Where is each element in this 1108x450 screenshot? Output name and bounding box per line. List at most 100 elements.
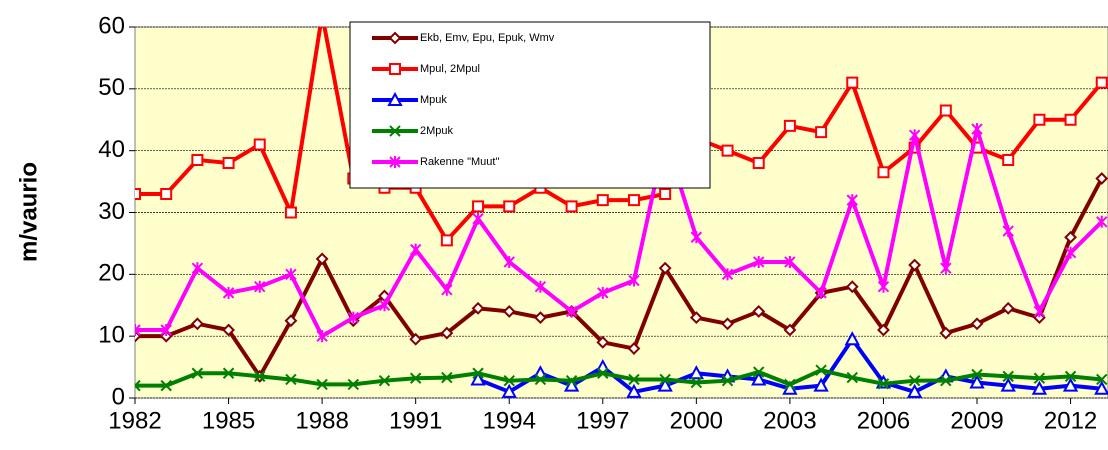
marker	[387, 91, 403, 106]
marker	[254, 280, 266, 293]
marker	[378, 374, 391, 387]
marker	[971, 123, 983, 136]
marker	[472, 212, 484, 225]
marker	[534, 280, 547, 293]
marker	[160, 379, 172, 392]
marker	[689, 311, 703, 325]
marker	[688, 365, 705, 380]
marker	[783, 119, 796, 132]
marker	[253, 138, 266, 151]
marker	[316, 330, 328, 343]
legend-label: Rakenne "Muut"	[420, 156, 499, 168]
marker	[940, 262, 952, 275]
x-tick-label: 1985	[202, 407, 255, 434]
marker	[752, 305, 766, 318]
marker	[1002, 225, 1014, 238]
marker	[970, 317, 984, 331]
marker	[191, 367, 204, 379]
marker	[721, 374, 734, 387]
marker	[440, 234, 453, 247]
x-tick-label: 2012	[1044, 407, 1097, 434]
marker	[1031, 380, 1048, 395]
y-tick-label: 40	[98, 136, 125, 163]
marker	[815, 286, 827, 299]
x-tick-label: 2000	[670, 407, 723, 434]
marker	[1001, 301, 1015, 315]
marker	[503, 255, 515, 268]
marker	[565, 200, 578, 213]
marker	[470, 371, 486, 386]
marker	[222, 367, 235, 379]
marker	[845, 280, 859, 294]
marker	[784, 378, 796, 391]
marker	[877, 323, 890, 337]
marker	[597, 286, 609, 299]
marker	[751, 371, 767, 386]
x-tick-label: 2009	[950, 407, 1003, 434]
marker	[135, 379, 141, 392]
marker	[440, 326, 454, 340]
marker	[1002, 370, 1014, 383]
legend-label: Mpuk	[420, 94, 447, 106]
marker	[940, 374, 952, 387]
marker	[441, 371, 453, 384]
marker	[1096, 215, 1108, 228]
marker	[347, 378, 360, 391]
marker	[627, 342, 641, 355]
marker	[939, 326, 953, 340]
marker	[628, 274, 640, 287]
marker	[596, 335, 610, 349]
marker	[1062, 377, 1079, 392]
x-tick-label: 2006	[857, 407, 910, 434]
x-tick-label: 1997	[576, 407, 629, 434]
marker	[534, 373, 547, 386]
marker	[503, 200, 516, 213]
marker	[908, 374, 921, 387]
marker	[1033, 305, 1046, 318]
marker	[190, 317, 204, 331]
marker	[472, 200, 485, 213]
marker	[565, 305, 578, 318]
marker	[846, 194, 858, 207]
marker	[939, 104, 952, 117]
marker	[160, 323, 172, 336]
marker	[906, 383, 923, 398]
marker	[503, 374, 515, 387]
marker	[1033, 372, 1046, 384]
marker	[378, 299, 391, 312]
marker	[971, 368, 983, 381]
series-line	[135, 127, 1104, 339]
marker	[627, 194, 640, 207]
marker	[254, 370, 266, 383]
marker	[1064, 246, 1077, 259]
x-tick-label: 2003	[763, 407, 816, 434]
marker	[813, 377, 829, 392]
marker	[502, 305, 516, 318]
marker	[409, 372, 422, 384]
marker	[222, 323, 235, 337]
marker	[285, 268, 297, 281]
marker	[969, 374, 985, 389]
marker	[721, 144, 734, 157]
y-tick-label: 0	[112, 383, 125, 410]
marker	[1095, 172, 1108, 185]
marker	[783, 323, 797, 337]
y-tick-label: 50	[98, 74, 125, 101]
marker	[1064, 370, 1077, 383]
marker	[1000, 377, 1016, 392]
marker	[1064, 230, 1077, 244]
x-tick-label: 1988	[295, 407, 348, 434]
marker	[658, 261, 672, 275]
marker	[135, 187, 141, 200]
marker	[563, 377, 580, 392]
legend-label: Ekb, Emv, Epu, Epuk, Wmv	[420, 32, 555, 44]
marker	[191, 262, 204, 275]
marker	[690, 231, 703, 244]
marker	[908, 258, 922, 272]
marker	[160, 187, 173, 200]
marker	[388, 31, 402, 45]
x-tick-label: 1982	[108, 407, 161, 434]
marker	[877, 378, 890, 390]
marker	[659, 373, 671, 386]
